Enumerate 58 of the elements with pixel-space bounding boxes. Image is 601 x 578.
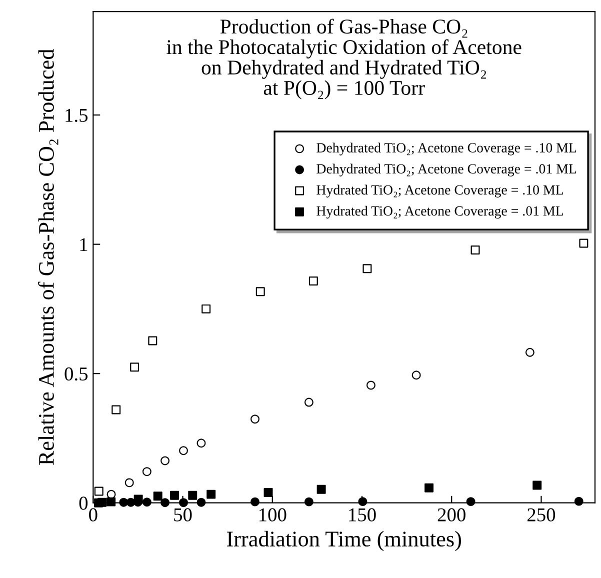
point [574,496,584,506]
point [532,480,542,490]
point [196,438,206,448]
point [160,456,170,466]
legend-label: Dehydrated TiO₂; Acetone Coverage = .01 ML [316,164,576,176]
point [170,490,180,500]
legend-label: Hydrated TiO₂; Acetone Coverage = .01 ML [316,206,563,218]
x-tick-label: 50 [174,508,192,522]
legend-label: Dehydrated TiO₂; Acetone Coverage = .10 ML [316,142,576,156]
point [466,497,476,506]
x-tick-label: 100 [260,508,286,522]
point [424,483,434,492]
point [250,414,260,424]
point [206,490,216,499]
point [308,276,318,286]
point [179,498,188,508]
x-tick-label: 250 [527,508,556,522]
point [134,494,143,504]
point [119,498,128,507]
point [362,264,372,274]
point [148,336,158,346]
point [304,398,314,407]
point [366,380,376,390]
y-tick-label: 1 [80,238,88,252]
point [264,488,273,497]
point [256,287,265,296]
y-tick-label: 1.5 [66,108,88,122]
point [153,492,162,501]
y-tick-label: 0.5 [64,367,88,381]
point [579,238,588,248]
point [412,370,421,380]
y-axis-title: Relative Amounts of Gas-Phase CO₂ Produced [38,49,58,466]
x-tick-label: 150 [349,508,376,522]
point [358,497,368,506]
legend-label: Hydrated TiO₂; Acetone Coverage = .10 ML [316,184,563,198]
point [160,498,170,508]
point [304,497,314,506]
point [98,498,107,507]
point [470,245,480,254]
point [94,486,104,496]
point [130,362,140,372]
y-tick-label: 0 [79,496,88,510]
point [188,490,198,500]
point [106,497,116,506]
point [142,467,152,476]
point [124,478,134,488]
point [142,498,152,507]
point [112,405,121,414]
point [525,348,534,357]
point [196,498,206,507]
x-axis-title: Irradiation Time (minutes) [226,530,461,552]
point [179,446,188,456]
x-tick-label: 0 [89,508,98,522]
text: Production of Gas-Phase CO₂ in the Photocatalytic Oxidation of Acetone on Dehydrated and Hydrated TiO₂ at P(O₂) = 100 Torr [166,18,522,100]
point [250,497,260,506]
point [316,484,326,494]
point [202,304,211,314]
x-tick-label: 200 [438,508,466,522]
